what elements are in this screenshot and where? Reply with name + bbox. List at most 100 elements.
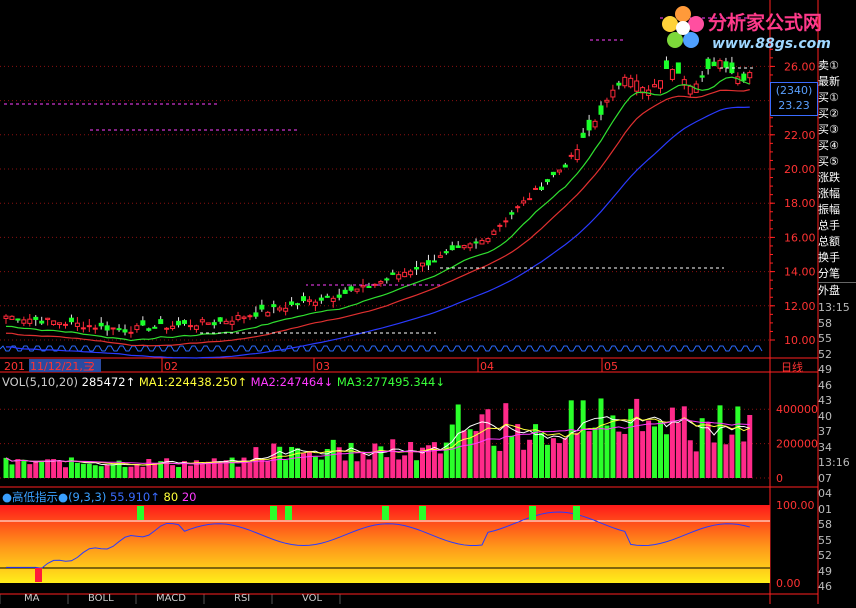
side-item-sell1[interactable]: 卖① — [818, 59, 839, 72]
tick-time: 34 — [818, 440, 832, 454]
candle-body — [741, 73, 747, 81]
candle-body — [622, 76, 628, 87]
candle-body — [527, 198, 533, 201]
candle-body — [217, 317, 223, 322]
indicator-v3: 20 — [181, 490, 197, 504]
volume-bar — [68, 457, 74, 478]
side-item-total-hands[interactable]: 总手 — [818, 219, 840, 232]
price-box: (2340) 23.23 — [770, 82, 818, 116]
candle-body — [324, 295, 330, 298]
side-item-buy3[interactable]: 买③ — [818, 123, 839, 136]
candle-body — [425, 260, 431, 266]
side-item-change[interactable]: 涨跌 — [818, 171, 840, 184]
date-label: 2 — [88, 360, 95, 373]
candle-body — [390, 272, 396, 275]
candle-body — [289, 301, 295, 305]
candle-body — [705, 58, 711, 69]
indicator-v1: 55.910 — [109, 490, 151, 504]
tab-vol[interactable]: VOL — [302, 593, 323, 604]
indicator-signal-green — [285, 506, 292, 520]
tick-time: 40 — [818, 409, 832, 423]
volume-bar — [646, 420, 652, 478]
volume-bar — [663, 434, 669, 478]
vol-ma3: MA3:277495.344 — [336, 375, 436, 389]
candle-body — [27, 318, 33, 324]
candle-body — [681, 79, 687, 86]
indicator-tick-label: 100.00 — [776, 499, 815, 512]
volume-bar — [199, 464, 205, 478]
side-item-amplitude[interactable]: 振幅 — [818, 203, 840, 216]
volume-bar — [741, 441, 747, 478]
volume-bar — [687, 440, 693, 478]
candle-body — [57, 322, 63, 326]
volume-bar — [658, 420, 663, 478]
candle-body — [15, 318, 21, 321]
tab-ma[interactable]: MA — [24, 593, 40, 604]
volume-bar — [301, 453, 306, 478]
volume-bar — [675, 422, 681, 478]
side-item-buy2[interactable]: 买② — [818, 107, 839, 120]
vol-header: VOL(5,10,20) 285472↑ MA1:224438.250↑ MA2… — [2, 375, 445, 389]
candle-body — [384, 278, 390, 281]
volume-bar — [193, 460, 199, 478]
indicator-signal-red — [35, 568, 42, 582]
candle-body — [277, 307, 283, 311]
volume-bar — [63, 467, 68, 478]
candle-body — [491, 230, 497, 235]
volume-bar — [33, 461, 39, 478]
side-item-ticks[interactable]: 分笔 — [818, 267, 840, 280]
side-item-buy4[interactable]: 买④ — [818, 139, 839, 152]
candle-body — [521, 200, 527, 204]
tick-time: 55 — [818, 533, 832, 547]
volume-bar — [527, 439, 533, 478]
volume-bar — [604, 425, 610, 478]
side-item-buy5[interactable]: 买⑤ — [818, 155, 839, 168]
candle-body — [51, 320, 57, 325]
tab-rsi[interactable]: RSI — [234, 593, 251, 604]
tab-macd[interactable]: MACD — [156, 593, 186, 604]
tab-boll[interactable]: BOLL — [88, 593, 114, 604]
volume-bar — [610, 415, 616, 478]
candle-body — [747, 72, 753, 79]
volume-bar — [705, 422, 711, 478]
candle-body — [306, 299, 312, 302]
tick-time: 43 — [818, 394, 832, 407]
side-item-turnover[interactable]: 换手 — [818, 251, 840, 264]
candle-body — [45, 317, 51, 320]
volume-bar — [408, 441, 414, 478]
volume-bar — [414, 460, 420, 478]
side-item-buy1[interactable]: 买① — [818, 91, 839, 104]
candle-body — [199, 319, 205, 323]
side-item-outer[interactable]: 外盘 — [818, 282, 856, 299]
price-tick-label: 16.00 — [784, 231, 816, 244]
volume-bar — [283, 460, 289, 478]
candle-body — [479, 239, 485, 245]
vol-label: VOL(5,10,20) — [2, 375, 78, 389]
volume-bar — [699, 418, 705, 478]
volume-bar — [360, 453, 366, 478]
volume-bar — [217, 463, 223, 478]
vol-tick-label: 0 — [776, 472, 783, 485]
side-item-latest[interactable]: 最新 — [818, 75, 840, 88]
candle-body — [68, 317, 74, 323]
volume-bar — [747, 414, 753, 478]
volume-bar — [586, 431, 592, 478]
period-label: 日线 — [781, 360, 803, 374]
candles — [3, 56, 753, 338]
side-item-total-amount[interactable]: 总额 — [818, 235, 840, 248]
vol-value: 285472 — [81, 375, 126, 389]
candle-body — [687, 85, 693, 95]
candle-body — [271, 304, 277, 308]
candle-body — [295, 303, 301, 306]
candle-body — [568, 154, 574, 157]
candle-body — [247, 315, 253, 318]
volume-bar — [580, 400, 586, 478]
price-tick-label: 10.00 — [784, 334, 816, 347]
volume-bar — [3, 457, 9, 478]
candle-body — [634, 80, 640, 92]
candle-body — [663, 60, 669, 70]
side-item-change-pct[interactable]: 涨幅 — [818, 187, 840, 200]
candle-body — [420, 262, 425, 267]
